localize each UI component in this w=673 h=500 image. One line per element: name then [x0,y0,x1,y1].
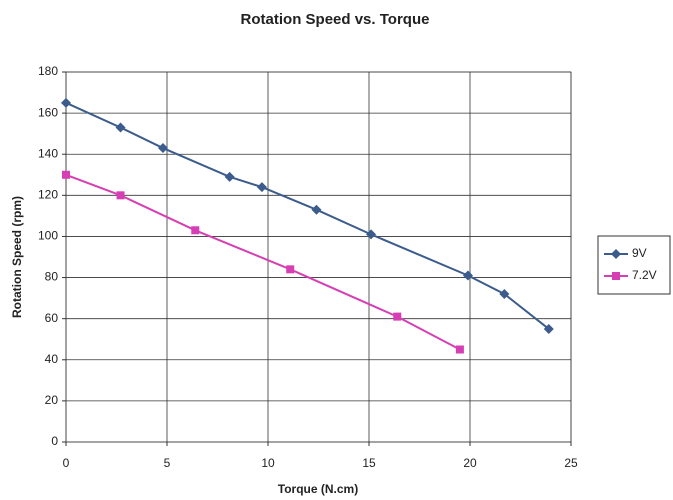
marker [158,143,168,153]
marker [257,182,267,192]
y-tick-label: 80 [45,270,59,284]
marker [456,346,464,354]
legend: 9V 7.2V [598,236,670,294]
marker [61,98,71,108]
series-line [66,103,549,329]
x-tick-label: 10 [261,456,275,470]
y-tick-label: 0 [51,434,58,448]
x-tick-label: 0 [63,456,70,470]
y-axis-title: Rotation Speed (rpm) [10,196,24,318]
x-tick-label: 25 [564,456,578,470]
y-tick-label: 20 [45,393,59,407]
y-tick-label: 180 [38,64,58,78]
legend-box [598,236,670,294]
y-tick-label: 40 [45,352,59,366]
marker [463,271,473,281]
y-tick-label: 120 [38,188,58,202]
marker [366,229,376,239]
x-tick-label: 15 [362,456,376,470]
marker [225,172,235,182]
chart-title: Rotation Speed vs. Torque [241,11,430,28]
x-axis-title: Torque (N.cm) [278,482,358,496]
marker [311,205,321,215]
y-tick-label: 100 [38,229,58,243]
marker [191,226,199,234]
series-line [66,175,460,350]
chart: Rotation Speed vs. Torque Torque (N.cm) … [0,0,673,500]
y-tick-label: 160 [38,105,58,119]
legend-label: 7.2V [632,268,657,282]
marker [393,313,401,321]
marker [117,191,125,199]
legend-label: 9V [632,246,647,260]
marker [62,171,70,179]
marker [116,123,126,133]
y-tick-label: 140 [38,146,58,160]
x-tick-label: 20 [463,456,477,470]
plot-area [66,72,571,442]
marker [612,272,620,280]
x-tick-label: 5 [164,456,171,470]
marker [286,265,294,273]
y-tick-label: 60 [45,311,59,325]
